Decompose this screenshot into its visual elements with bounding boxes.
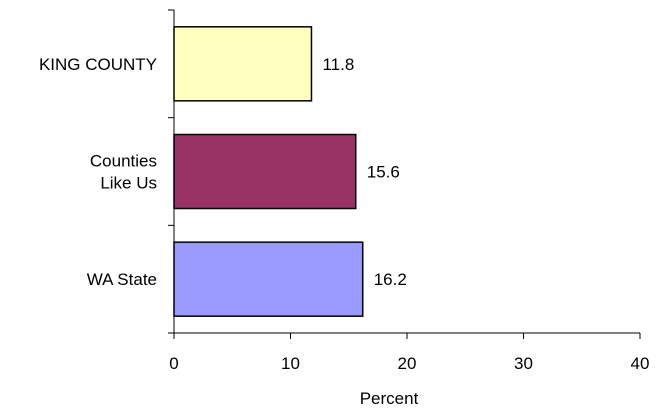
bar-value-label: 16.2 (374, 270, 407, 289)
x-tick-label: 20 (398, 354, 417, 373)
bar (173, 241, 364, 317)
bar (173, 133, 357, 210)
x-tick-label: 30 (514, 354, 533, 373)
ticks-layer (168, 9, 641, 339)
x-axis-title: Percent (360, 389, 419, 408)
category-label: WA State (87, 270, 157, 289)
category-label: Counties Like Us (90, 152, 157, 193)
bar-value-label: 15.6 (367, 163, 400, 182)
x-tick-label: 40 (631, 354, 650, 373)
x-tick-label: 10 (281, 354, 300, 373)
bars-layer (173, 26, 364, 317)
bar-value-label: 11.8 (322, 55, 354, 74)
x-tick-label: 0 (169, 354, 178, 373)
bar (173, 26, 313, 102)
labels-layer: 0 10 20 30 40 11.8 KING COUNTY 15.6 Counties Like… (39, 55, 650, 373)
category-label: KING COUNTY (39, 55, 157, 74)
